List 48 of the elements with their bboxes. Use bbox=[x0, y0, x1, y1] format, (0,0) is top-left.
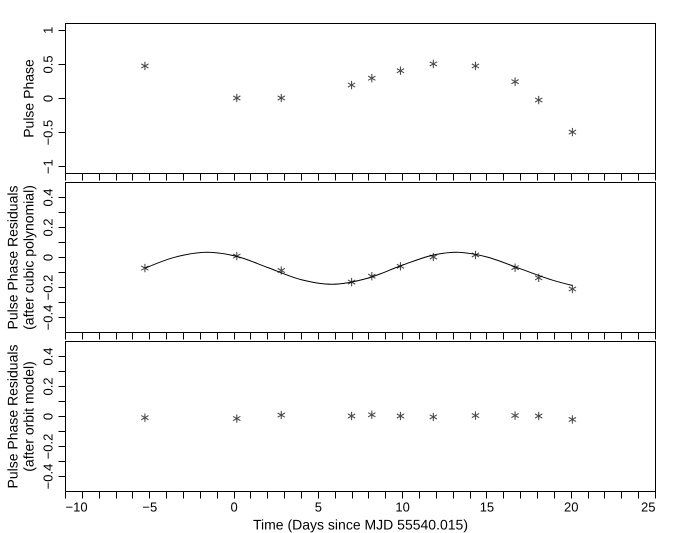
y-tick-label: 0 bbox=[40, 254, 56, 262]
x-tick-label: 25 bbox=[641, 500, 656, 514]
point bbox=[429, 252, 438, 262]
y-tick-label: 0.5 bbox=[40, 55, 56, 74]
x-axis-title: Time (Days since MJD 55540.015) bbox=[252, 516, 468, 532]
y-tick-label: −0.5 bbox=[40, 120, 56, 146]
y-axis-title: Pulse Phase Residuals (after cubic polynomial) bbox=[4, 185, 36, 330]
point bbox=[347, 277, 356, 287]
point bbox=[232, 251, 241, 261]
y-tick-label: −0.4 bbox=[40, 304, 56, 330]
point bbox=[429, 59, 438, 69]
x-tick-label: 15 bbox=[480, 500, 494, 514]
point bbox=[510, 76, 520, 86]
point bbox=[471, 250, 480, 260]
y-tick-label: −1 bbox=[40, 159, 56, 174]
point bbox=[277, 266, 286, 276]
point bbox=[232, 93, 241, 103]
point bbox=[396, 262, 405, 272]
point bbox=[534, 95, 543, 105]
x-tick-label: −5 bbox=[142, 500, 158, 514]
point bbox=[396, 66, 405, 76]
y-tick-label: 0.2 bbox=[40, 218, 56, 237]
y-tick-label: 0.4 bbox=[40, 188, 56, 207]
x-tick-label: 0 bbox=[230, 500, 238, 514]
point bbox=[568, 127, 577, 137]
y-axis-title: Pulse Phase bbox=[20, 58, 36, 138]
point bbox=[368, 73, 376, 83]
point bbox=[277, 93, 286, 103]
y-tick-label: 0.4 bbox=[40, 347, 56, 366]
y-tick-label: 1 bbox=[40, 26, 56, 34]
y-tick-label: 0.2 bbox=[40, 377, 56, 396]
point bbox=[510, 262, 520, 272]
x-tick-label: 5 bbox=[314, 500, 322, 514]
y-tick-label: −0.4 bbox=[40, 464, 56, 490]
point bbox=[534, 273, 543, 283]
y-tick-label: 0 bbox=[40, 412, 56, 420]
x-tick-label: 20 bbox=[564, 500, 578, 514]
y-axis-title: Pulse Phase Residuals (after orbit model) bbox=[4, 344, 36, 488]
point bbox=[471, 61, 480, 71]
x-tick-label: 10 bbox=[395, 500, 410, 514]
point bbox=[140, 61, 150, 71]
point bbox=[368, 271, 376, 281]
point bbox=[347, 80, 356, 90]
point bbox=[140, 263, 150, 273]
x-tick-label: −10 bbox=[66, 500, 88, 514]
y-tick-label: −0.2 bbox=[40, 434, 56, 460]
y-tick-label: 0 bbox=[40, 94, 56, 102]
y-tick-label: −0.2 bbox=[40, 274, 56, 300]
